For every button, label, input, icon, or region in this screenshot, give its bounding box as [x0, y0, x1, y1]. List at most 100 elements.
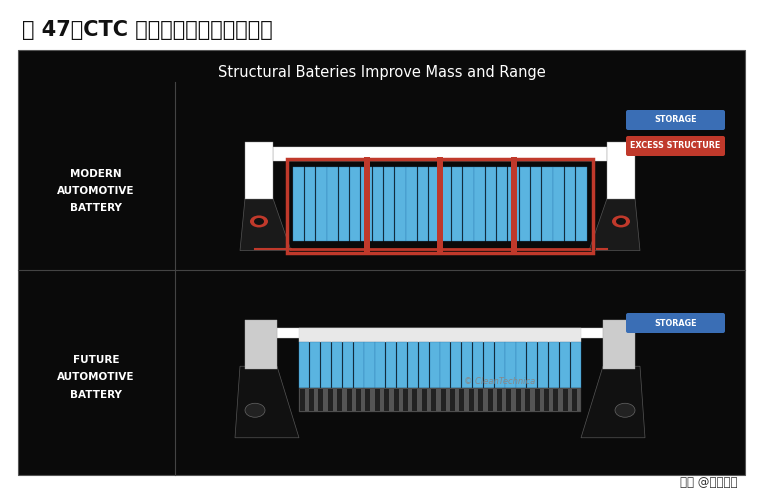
Bar	[452, 167, 463, 241]
Bar	[459, 389, 465, 411]
Bar	[562, 389, 568, 411]
Bar	[511, 157, 517, 252]
Bar	[421, 389, 427, 411]
Bar	[293, 167, 304, 241]
Text: 图 47：CTC 电池集成方案，省去模组: 图 47：CTC 电池集成方案，省去模组	[22, 20, 273, 40]
Bar	[474, 167, 485, 241]
Text: MODERN
AUTOMOTIVE
BATTERY: MODERN AUTOMOTIVE BATTERY	[57, 169, 135, 213]
Polygon shape	[589, 199, 640, 250]
FancyBboxPatch shape	[626, 136, 725, 156]
Bar	[463, 167, 473, 241]
Bar	[544, 389, 549, 411]
Bar	[397, 342, 407, 388]
Bar	[384, 167, 395, 241]
Bar	[406, 167, 417, 241]
Bar	[386, 342, 396, 388]
Bar	[543, 167, 552, 241]
Bar	[316, 167, 327, 241]
Bar	[431, 389, 437, 411]
Bar	[485, 167, 496, 241]
Bar	[343, 342, 353, 388]
Bar	[287, 159, 593, 252]
Bar	[531, 167, 541, 241]
Bar	[538, 342, 548, 388]
Polygon shape	[240, 199, 291, 250]
Bar	[321, 342, 331, 388]
Ellipse shape	[612, 215, 630, 227]
Bar	[450, 389, 455, 411]
Ellipse shape	[245, 403, 265, 417]
Bar	[516, 389, 521, 411]
Bar	[484, 342, 494, 388]
Bar	[451, 342, 461, 388]
Text: EXCESS STRUCTURE: EXCESS STRUCTURE	[630, 141, 721, 150]
Bar	[497, 389, 502, 411]
Bar	[571, 342, 581, 388]
Bar	[338, 167, 349, 241]
Bar	[356, 389, 361, 411]
Bar	[373, 167, 383, 241]
Ellipse shape	[616, 218, 626, 225]
Bar	[549, 342, 559, 388]
Bar	[299, 388, 581, 412]
Bar	[347, 389, 352, 411]
Bar	[429, 167, 440, 241]
Bar	[418, 342, 429, 388]
Bar	[440, 342, 450, 388]
Text: 头条 @未来智库: 头条 @未来智库	[680, 476, 738, 489]
Bar	[576, 167, 587, 241]
Bar	[440, 167, 451, 241]
Text: Structural Bateries Improve Mass and Range: Structural Bateries Improve Mass and Ran…	[218, 65, 546, 79]
Text: STORAGE: STORAGE	[655, 115, 696, 125]
Bar	[363, 157, 370, 252]
Bar	[520, 167, 530, 241]
Bar	[440, 389, 446, 411]
Bar	[393, 389, 399, 411]
Bar	[607, 141, 635, 199]
Bar	[560, 342, 570, 388]
Bar	[361, 167, 372, 241]
Bar	[506, 389, 511, 411]
Bar	[462, 342, 472, 388]
Bar	[412, 389, 418, 411]
Bar	[517, 342, 527, 388]
Polygon shape	[235, 366, 299, 438]
FancyBboxPatch shape	[626, 313, 725, 333]
Bar	[395, 167, 405, 241]
Bar	[469, 389, 474, 411]
Bar	[488, 389, 493, 411]
Bar	[273, 146, 607, 161]
Bar	[527, 342, 537, 388]
Bar	[277, 328, 603, 338]
Bar	[310, 342, 320, 388]
Bar	[245, 320, 277, 369]
Bar	[299, 389, 305, 411]
Bar	[365, 389, 370, 411]
Bar	[497, 167, 507, 241]
Bar	[354, 342, 363, 388]
Bar	[328, 167, 338, 241]
Bar	[350, 167, 360, 241]
Text: STORAGE: STORAGE	[655, 318, 696, 327]
Bar	[319, 389, 324, 411]
Bar	[505, 342, 516, 388]
Ellipse shape	[254, 218, 264, 225]
Bar	[437, 157, 443, 252]
Bar	[18, 50, 745, 475]
Bar	[495, 342, 504, 388]
Text: FUTURE
AUTOMOTIVE
BATTERY: FUTURE AUTOMOTIVE BATTERY	[57, 355, 135, 400]
Bar	[376, 342, 386, 388]
Bar	[572, 389, 578, 411]
Polygon shape	[581, 366, 645, 438]
Bar	[364, 342, 375, 388]
Ellipse shape	[615, 403, 635, 417]
Bar	[430, 342, 440, 388]
Bar	[408, 342, 418, 388]
Bar	[328, 389, 333, 411]
Bar	[525, 389, 530, 411]
Bar	[478, 389, 483, 411]
Bar	[299, 342, 309, 388]
Ellipse shape	[250, 215, 268, 227]
Bar	[299, 328, 581, 342]
Bar	[337, 389, 342, 411]
